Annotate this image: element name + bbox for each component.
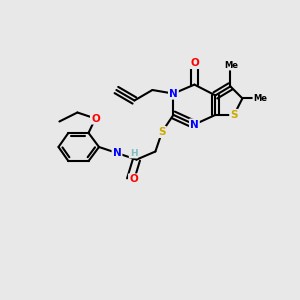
Text: H: H: [130, 148, 137, 158]
Text: O: O: [129, 174, 138, 184]
Text: O: O: [190, 58, 199, 68]
Text: N: N: [169, 88, 178, 99]
Text: Me: Me: [254, 94, 267, 103]
Text: N: N: [112, 148, 122, 158]
Text: Me: Me: [224, 61, 238, 70]
Text: S: S: [230, 110, 238, 120]
Text: O: O: [91, 113, 100, 124]
Text: S: S: [158, 127, 166, 137]
Text: N: N: [190, 119, 199, 130]
